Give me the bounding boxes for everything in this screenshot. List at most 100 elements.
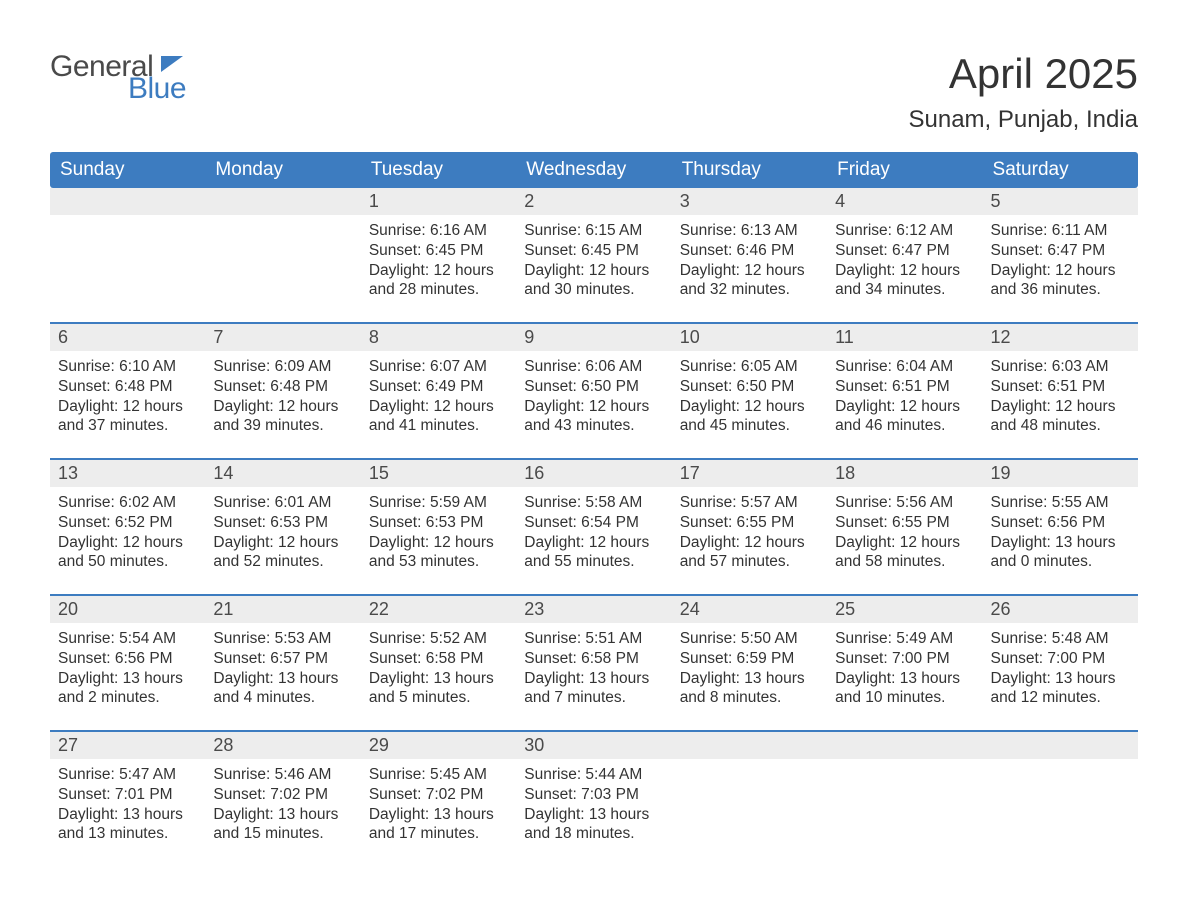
daylight-text: Daylight: 13 hours [680,669,819,689]
sunset-text: Sunset: 6:45 PM [524,241,663,261]
daylight-text: and 8 minutes. [680,688,819,708]
sunrise-text: Sunrise: 5:51 AM [524,629,663,649]
daylight-text: Daylight: 13 hours [58,805,197,825]
daylight-text: and 0 minutes. [991,552,1130,572]
daylight-text: and 41 minutes. [369,416,508,436]
day-number: 10 [672,324,827,351]
sunset-text: Sunset: 6:50 PM [524,377,663,397]
day-number: 19 [983,460,1138,487]
day-cell: 2Sunrise: 6:15 AMSunset: 6:45 PMDaylight… [516,188,671,322]
day-body: Sunrise: 6:10 AMSunset: 6:48 PMDaylight:… [50,351,205,444]
day-cell: 10Sunrise: 6:05 AMSunset: 6:50 PMDayligh… [672,324,827,458]
day-number: 24 [672,596,827,623]
day-body: Sunrise: 5:54 AMSunset: 6:56 PMDaylight:… [50,623,205,716]
day-body: Sunrise: 6:16 AMSunset: 6:45 PMDaylight:… [361,215,516,308]
day-body [205,215,360,229]
day-cell [205,188,360,322]
sunrise-text: Sunrise: 6:09 AM [213,357,352,377]
sunset-text: Sunset: 7:00 PM [991,649,1130,669]
day-body [50,215,205,229]
daylight-text: and 48 minutes. [991,416,1130,436]
day-body [827,759,982,773]
day-number: 6 [50,324,205,351]
day-cell: 28Sunrise: 5:46 AMSunset: 7:02 PMDayligh… [205,732,360,866]
day-cell: 27Sunrise: 5:47 AMSunset: 7:01 PMDayligh… [50,732,205,866]
daylight-text: Daylight: 12 hours [369,397,508,417]
daylight-text: and 36 minutes. [991,280,1130,300]
day-number: 22 [361,596,516,623]
weekday-label: Monday [205,152,360,188]
sunset-text: Sunset: 6:45 PM [369,241,508,261]
day-body: Sunrise: 5:59 AMSunset: 6:53 PMDaylight:… [361,487,516,580]
weekday-header: SundayMondayTuesdayWednesdayThursdayFrid… [50,152,1138,188]
day-body: Sunrise: 6:12 AMSunset: 6:47 PMDaylight:… [827,215,982,308]
day-cell: 25Sunrise: 5:49 AMSunset: 7:00 PMDayligh… [827,596,982,730]
day-cell: 24Sunrise: 5:50 AMSunset: 6:59 PMDayligh… [672,596,827,730]
daylight-text: Daylight: 12 hours [213,397,352,417]
daylight-text: and 5 minutes. [369,688,508,708]
sunrise-text: Sunrise: 6:15 AM [524,221,663,241]
day-number: 7 [205,324,360,351]
sunset-text: Sunset: 6:58 PM [369,649,508,669]
daylight-text: Daylight: 12 hours [524,261,663,281]
sunset-text: Sunset: 6:55 PM [835,513,974,533]
daylight-text: Daylight: 12 hours [835,397,974,417]
day-body: Sunrise: 5:57 AMSunset: 6:55 PMDaylight:… [672,487,827,580]
weekday-label: Wednesday [516,152,671,188]
day-number [50,188,205,215]
day-body: Sunrise: 5:58 AMSunset: 6:54 PMDaylight:… [516,487,671,580]
day-cell [50,188,205,322]
daylight-text: Daylight: 12 hours [680,533,819,553]
sunset-text: Sunset: 6:52 PM [58,513,197,533]
day-cell: 1Sunrise: 6:16 AMSunset: 6:45 PMDaylight… [361,188,516,322]
day-cell: 21Sunrise: 5:53 AMSunset: 6:57 PMDayligh… [205,596,360,730]
calendar-week: 6Sunrise: 6:10 AMSunset: 6:48 PMDaylight… [50,322,1138,458]
daylight-text: Daylight: 12 hours [991,397,1130,417]
day-cell: 6Sunrise: 6:10 AMSunset: 6:48 PMDaylight… [50,324,205,458]
day-cell: 22Sunrise: 5:52 AMSunset: 6:58 PMDayligh… [361,596,516,730]
daylight-text: Daylight: 13 hours [991,533,1130,553]
sunset-text: Sunset: 6:48 PM [58,377,197,397]
daylight-text: Daylight: 12 hours [524,533,663,553]
daylight-text: Daylight: 12 hours [835,261,974,281]
day-cell: 23Sunrise: 5:51 AMSunset: 6:58 PMDayligh… [516,596,671,730]
daylight-text: and 2 minutes. [58,688,197,708]
sunrise-text: Sunrise: 5:53 AM [213,629,352,649]
daylight-text: Daylight: 13 hours [369,669,508,689]
sunrise-text: Sunrise: 5:58 AM [524,493,663,513]
day-number [672,732,827,759]
day-number: 29 [361,732,516,759]
daylight-text: Daylight: 13 hours [213,805,352,825]
day-cell: 4Sunrise: 6:12 AMSunset: 6:47 PMDaylight… [827,188,982,322]
daylight-text: and 7 minutes. [524,688,663,708]
day-body: Sunrise: 6:15 AMSunset: 6:45 PMDaylight:… [516,215,671,308]
daylight-text: Daylight: 13 hours [991,669,1130,689]
sunset-text: Sunset: 7:01 PM [58,785,197,805]
daylight-text: and 52 minutes. [213,552,352,572]
calendar-week: 20Sunrise: 5:54 AMSunset: 6:56 PMDayligh… [50,594,1138,730]
daylight-text: Daylight: 12 hours [680,397,819,417]
daylight-text: Daylight: 12 hours [835,533,974,553]
day-cell: 5Sunrise: 6:11 AMSunset: 6:47 PMDaylight… [983,188,1138,322]
daylight-text: Daylight: 12 hours [369,261,508,281]
weekday-label: Friday [827,152,982,188]
sunrise-text: Sunrise: 5:47 AM [58,765,197,785]
daylight-text: Daylight: 12 hours [524,397,663,417]
day-number: 11 [827,324,982,351]
sunrise-text: Sunrise: 6:06 AM [524,357,663,377]
logo-triangle-icon [161,56,183,72]
calendar: SundayMondayTuesdayWednesdayThursdayFrid… [50,152,1138,866]
daylight-text: and 18 minutes. [524,824,663,844]
day-number: 17 [672,460,827,487]
sunrise-text: Sunrise: 5:56 AM [835,493,974,513]
day-number: 9 [516,324,671,351]
sunset-text: Sunset: 7:02 PM [369,785,508,805]
day-body: Sunrise: 6:02 AMSunset: 6:52 PMDaylight:… [50,487,205,580]
day-body: Sunrise: 5:50 AMSunset: 6:59 PMDaylight:… [672,623,827,716]
sunrise-text: Sunrise: 6:04 AM [835,357,974,377]
sunset-text: Sunset: 6:51 PM [835,377,974,397]
day-number: 12 [983,324,1138,351]
sunrise-text: Sunrise: 5:55 AM [991,493,1130,513]
day-body: Sunrise: 6:05 AMSunset: 6:50 PMDaylight:… [672,351,827,444]
daylight-text: and 12 minutes. [991,688,1130,708]
